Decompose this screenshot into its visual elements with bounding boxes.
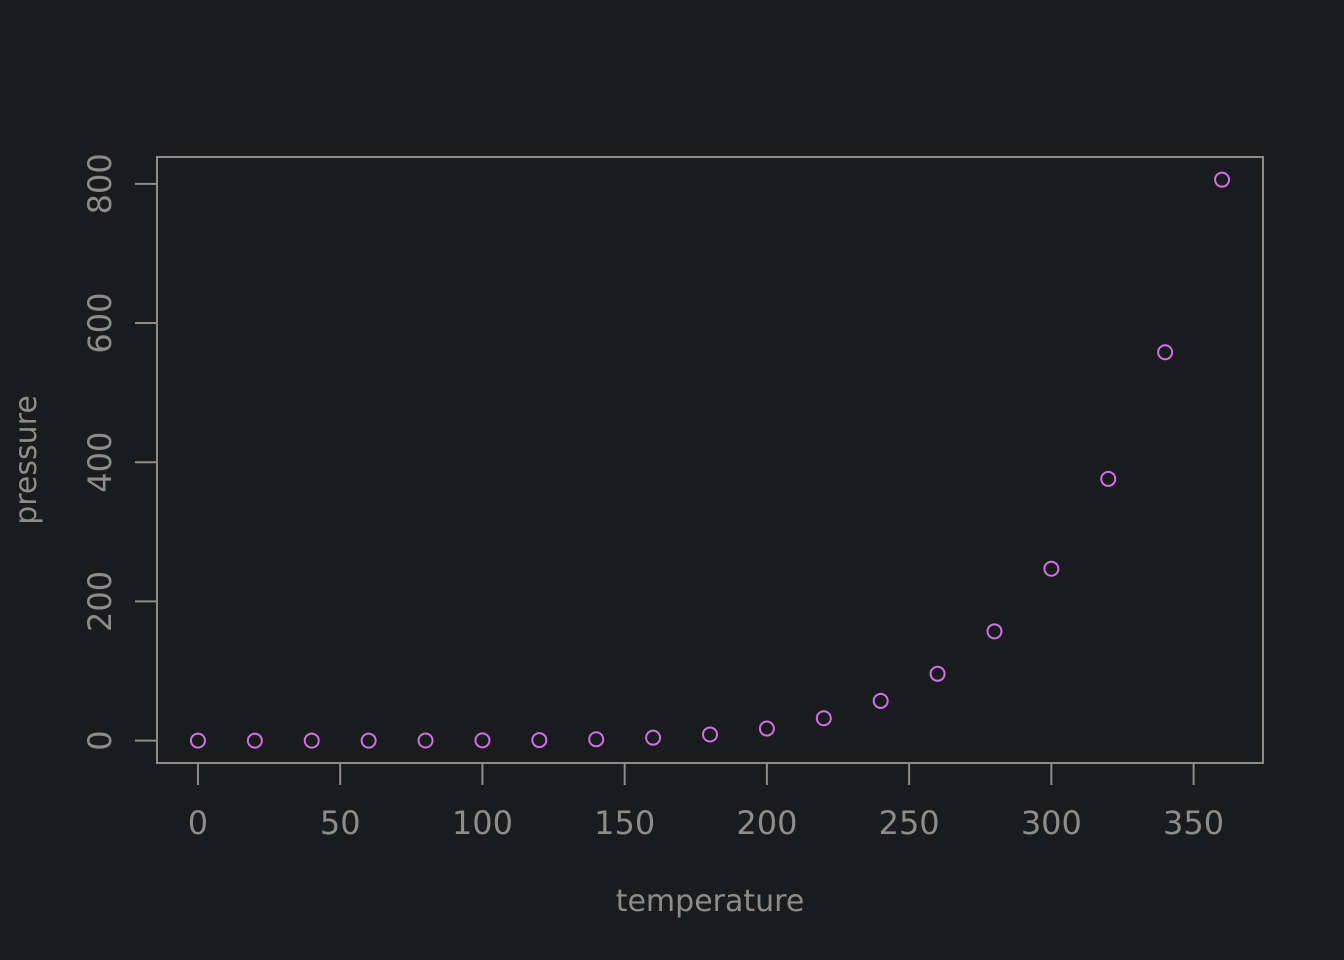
data-point [1100,470,1117,487]
data-point [588,731,605,748]
data-point [531,732,548,749]
data-point [872,692,889,709]
data-point [189,732,206,749]
y-tick-label: 600 [81,293,119,354]
x-axis-title: temperature [616,884,805,919]
data-point [360,732,377,749]
y-tick-label: 400 [81,432,119,493]
data-point [702,726,718,743]
data-point [929,665,946,682]
x-tick-label: 350 [1163,804,1224,842]
x-tick-label: 0 [188,804,208,842]
plot-frame [156,156,1264,764]
x-tick-label: 150 [594,804,655,842]
x-tick-label: 50 [320,804,361,842]
data-point [815,710,832,727]
data-points [189,171,1231,749]
x-tick-label: 250 [879,804,940,842]
y-tick-label: 0 [81,730,119,750]
x-tick-label: 300 [1021,804,1082,842]
x-tick-label: 100 [452,804,513,842]
data-point [1157,344,1174,361]
y-tick-label: 800 [81,153,119,214]
data-point [758,720,775,737]
data-point [1043,560,1060,577]
data-point [417,732,434,749]
y-axis-title: pressure [9,395,44,525]
data-point [645,729,662,746]
y-axis: 0 200 400 600 800 [81,153,158,751]
data-point [246,732,263,749]
data-point [1214,171,1231,188]
data-point [474,732,491,749]
x-tick-label: 200 [736,804,797,842]
data-point [303,732,320,749]
y-tick-label: 200 [81,571,119,632]
x-axis: 0 50 100 150 200 250 300 350 [188,762,1224,842]
data-point [986,623,1003,640]
